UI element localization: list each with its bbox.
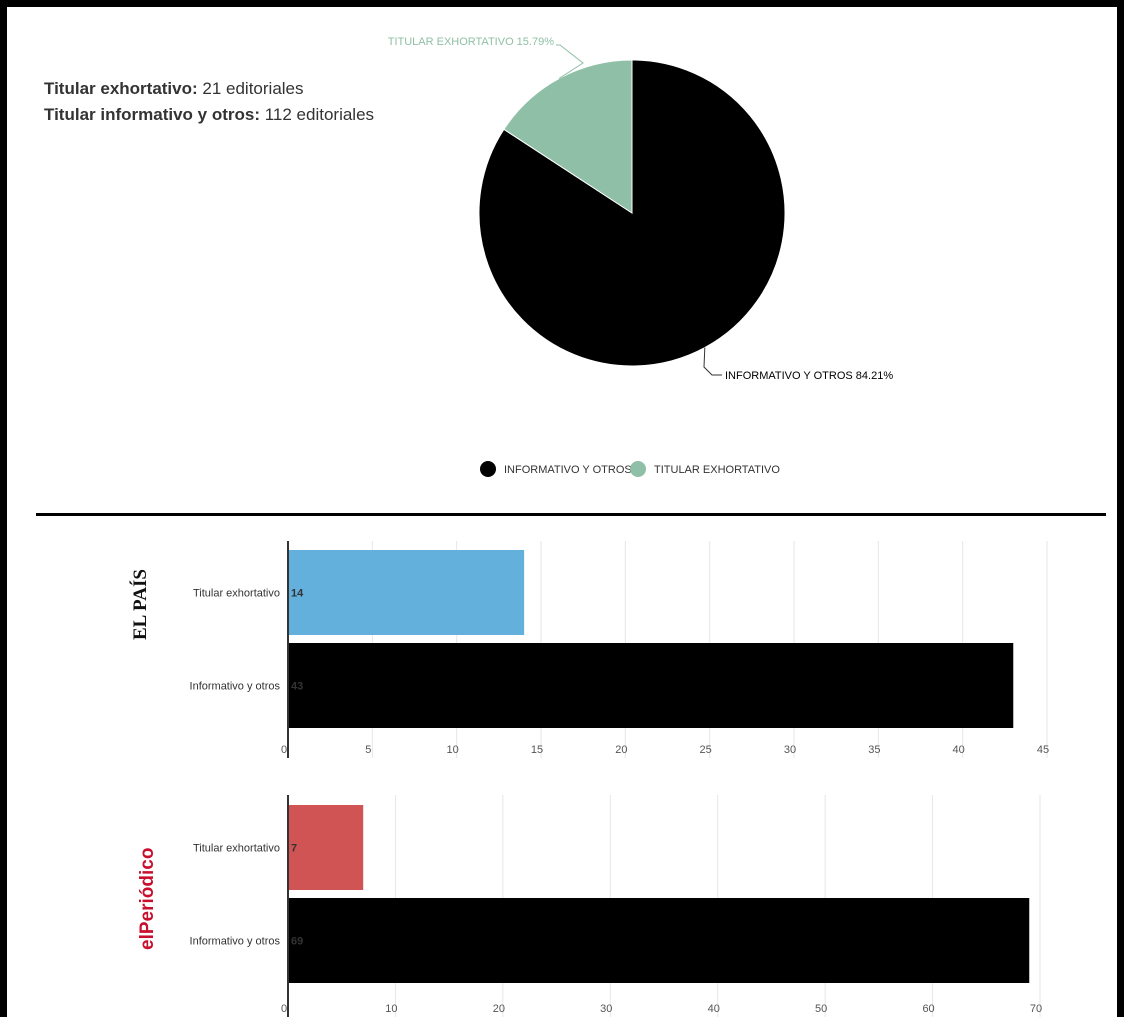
frame-top-border <box>0 0 1124 7</box>
data-label: 69 <box>291 936 303 948</box>
legend-marker <box>480 461 496 477</box>
data-label: 7 <box>291 843 297 855</box>
pie-slice-label: TITULAR EXHORTATIVO 15.79% <box>388 36 554 48</box>
x-tick-label: 40 <box>708 1003 720 1015</box>
x-tick-label: 5 <box>365 744 371 756</box>
x-tick-label: 50 <box>815 1003 827 1015</box>
data-label: 14 <box>291 588 304 600</box>
bar <box>288 898 1030 983</box>
bar <box>288 550 525 635</box>
summary-informativo-label: Titular informativo y otros: <box>44 105 260 124</box>
x-tick-label: 20 <box>615 744 627 756</box>
bar <box>288 805 364 890</box>
legend-marker <box>630 461 646 477</box>
legend-label: INFORMATIVO Y OTROS <box>504 464 632 476</box>
el-pais-bar-chart: 0 5 10 15 20 25 30 35 40 45 Titular exhortativo 14 I… <box>190 541 1049 758</box>
x-tick-label: 0 <box>281 744 287 756</box>
summary-informativo: Titular informativo y otros: 112 editori… <box>44 102 374 128</box>
pie-slice <box>503 59 633 214</box>
x-tick-label: 20 <box>493 1003 505 1015</box>
pie-leader-line <box>556 44 584 79</box>
el-periodico-bar-chart: 0 10 20 30 40 50 60 70 Titular exhortativo 7 Infor… <box>190 795 1042 1017</box>
x-tick-label: 10 <box>385 1003 397 1015</box>
x-tick-label: 70 <box>1030 1003 1042 1015</box>
x-tick-label: 30 <box>784 744 796 756</box>
category-label: Titular exhortativo <box>193 843 280 855</box>
summary-exhortativo-value: 21 editoriales <box>197 79 304 98</box>
summary-exhortativo: Titular exhortativo: 21 editoriales <box>44 76 374 102</box>
pie-chart: INFORMATIVO Y OTROS 84.21% TITULAR EXHORT… <box>388 36 893 477</box>
x-tick-label: 35 <box>868 744 880 756</box>
summary-block: Titular exhortativo: 21 editoriales Titu… <box>44 76 374 128</box>
x-tick-label: 0 <box>281 1003 287 1015</box>
category-label: Informativo y otros <box>190 681 281 693</box>
category-label: Informativo y otros <box>190 936 281 948</box>
data-label: 43 <box>291 681 303 693</box>
pie-leader-line <box>703 347 722 376</box>
pie-slice-label: INFORMATIVO Y OTROS 84.21% <box>725 370 893 382</box>
frame-left-border <box>0 0 7 1017</box>
summary-informativo-value: 112 editoriales <box>260 105 375 124</box>
category-label: Titular exhortativo <box>193 588 280 600</box>
x-tick-label: 25 <box>700 744 712 756</box>
frame-right-border <box>1117 0 1124 1017</box>
x-tick-label: 40 <box>953 744 965 756</box>
x-tick-label: 10 <box>447 744 459 756</box>
bar <box>288 643 1014 728</box>
x-tick-label: 45 <box>1037 744 1049 756</box>
x-tick-label: 15 <box>531 744 543 756</box>
summary-exhortativo-label: Titular exhortativo: <box>44 79 198 98</box>
x-tick-label: 30 <box>600 1003 612 1015</box>
x-tick-label: 60 <box>922 1003 934 1015</box>
section-divider <box>36 513 1106 516</box>
legend-label: TITULAR EXHORTATIVO <box>654 464 780 476</box>
